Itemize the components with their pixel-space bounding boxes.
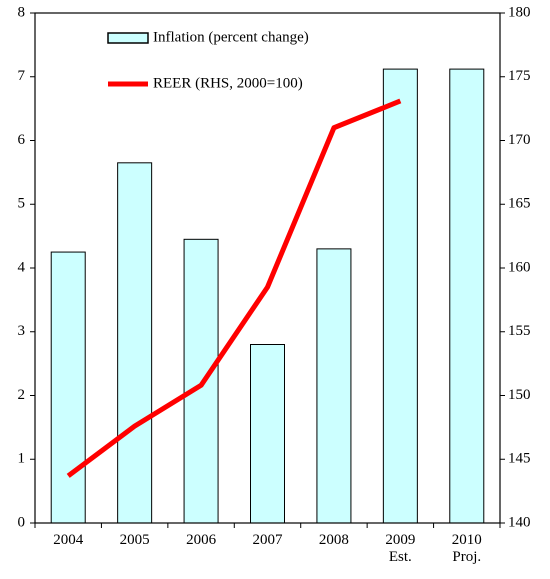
y2-tick-label: 160 <box>508 259 531 275</box>
y-tick-label: 4 <box>18 259 26 275</box>
y2-tick-label: 150 <box>508 387 531 403</box>
y2-tick-label: 140 <box>508 514 531 530</box>
bar <box>117 162 153 524</box>
y2-tick-label: 155 <box>508 323 531 339</box>
x-tick-label: 2006 <box>186 532 217 548</box>
x-tick-label: 2004 <box>53 532 84 548</box>
legend-label: Inflation (percent change) <box>153 29 309 45</box>
x-tick-label: 2007 <box>252 532 283 548</box>
y-tick-label: 3 <box>18 323 26 339</box>
y-tick-label: 7 <box>18 68 26 84</box>
bar <box>50 251 86 524</box>
x-tick-label: 2010 Proj. <box>451 532 482 565</box>
y2-tick-label: 170 <box>508 132 531 148</box>
y-tick-label: 6 <box>18 132 26 148</box>
y2-tick-label: 180 <box>508 4 531 20</box>
y-tick-label: 5 <box>18 196 26 212</box>
y-tick-label: 2 <box>18 387 26 403</box>
y-tick-label: 8 <box>18 4 26 20</box>
bar <box>382 68 418 524</box>
y2-tick-label: 145 <box>508 451 531 467</box>
y2-tick-label: 175 <box>508 68 531 84</box>
x-tick-label: 2009 Est. <box>385 532 416 565</box>
x-tick-label: 2008 <box>318 532 349 548</box>
y-tick-label: 1 <box>18 451 26 467</box>
bar <box>250 344 285 524</box>
y-tick-label: 0 <box>18 514 26 530</box>
legend-label: REER (RHS, 2000=100) <box>153 75 303 91</box>
bar <box>449 68 485 524</box>
legend-swatch <box>107 32 149 44</box>
bar <box>316 248 352 524</box>
x-tick-label: 2005 <box>119 532 150 548</box>
line <box>66 98 402 478</box>
y2-tick-label: 165 <box>508 196 531 212</box>
